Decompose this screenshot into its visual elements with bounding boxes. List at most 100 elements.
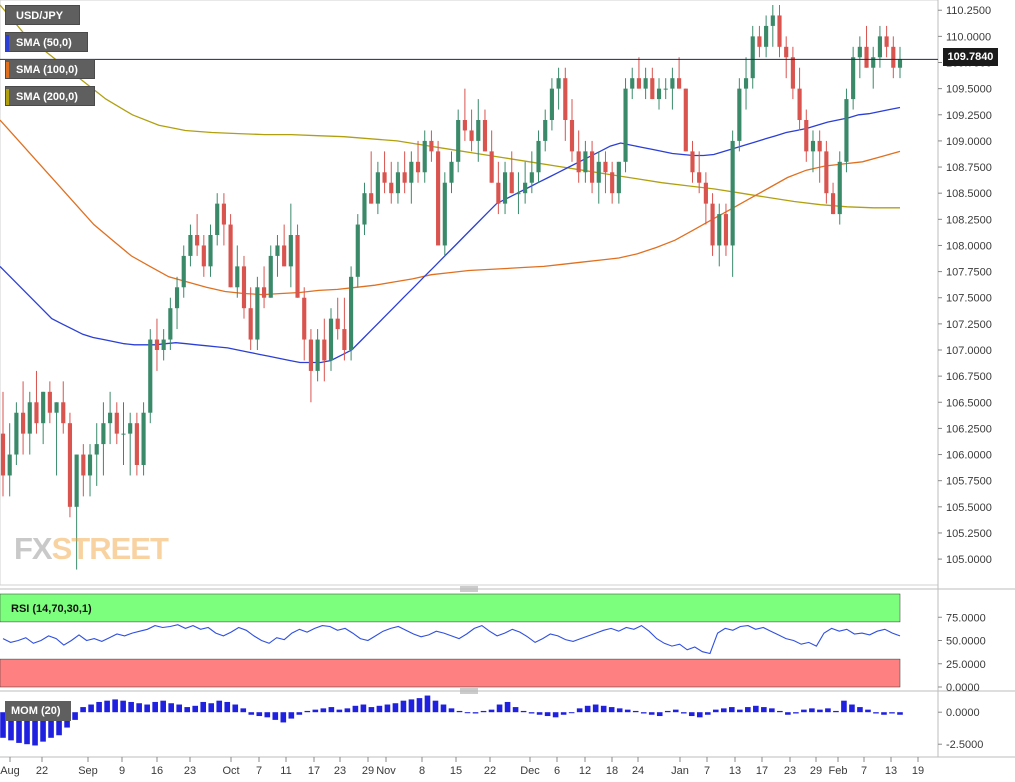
rsi-tick-label: 25.0000 bbox=[946, 659, 986, 671]
mom-bar bbox=[288, 712, 295, 719]
mom-bar bbox=[448, 708, 455, 713]
candle-body bbox=[67, 423, 73, 507]
mom-bar bbox=[488, 709, 495, 713]
y-tick-label: 110.0000 bbox=[946, 31, 991, 43]
candle-body bbox=[349, 276, 354, 350]
y-tick-label: 105.0000 bbox=[946, 554, 992, 566]
mom-bar bbox=[504, 701, 511, 713]
candle-body bbox=[864, 46, 869, 68]
mom-bar bbox=[865, 709, 871, 713]
candle-body bbox=[375, 172, 380, 204]
mom-bar bbox=[176, 704, 182, 713]
candle-body bbox=[221, 203, 226, 225]
x-tick-label: 19 bbox=[912, 765, 924, 777]
mom-bar bbox=[336, 709, 343, 713]
x-tick-label: 18 bbox=[606, 765, 618, 777]
candle-body bbox=[482, 120, 488, 152]
candle-body bbox=[509, 172, 514, 194]
candle-body bbox=[804, 120, 809, 152]
candle-body bbox=[656, 88, 662, 100]
candle-body bbox=[784, 46, 789, 58]
candle-body bbox=[429, 140, 434, 152]
mom-bar bbox=[664, 710, 671, 713]
main-pane bbox=[0, 0, 939, 586]
rsi-tick-label: 75.0000 bbox=[946, 612, 986, 624]
y-tick-label: 106.0000 bbox=[946, 450, 992, 462]
candle-body bbox=[315, 339, 320, 371]
candle-body bbox=[777, 15, 782, 47]
mom-bar bbox=[496, 704, 503, 713]
mom-bar bbox=[809, 708, 815, 713]
mom-bar bbox=[368, 707, 375, 713]
x-tick-label: 23 bbox=[784, 765, 796, 777]
mom-bar bbox=[873, 712, 879, 714]
x-tick-label: 24 bbox=[632, 765, 644, 777]
y-tick-label: 109.0000 bbox=[946, 136, 992, 148]
y-tick-label: 108.2500 bbox=[946, 214, 992, 226]
x-tick-label: 9 bbox=[119, 765, 125, 777]
candle-body bbox=[824, 151, 829, 194]
candle-body bbox=[563, 78, 568, 120]
mom-bar bbox=[144, 704, 150, 713]
sma200-swatch bbox=[6, 89, 9, 105]
mom-bar bbox=[208, 703, 215, 713]
legend-sma200[interactable]: SMA (200,0) bbox=[5, 86, 95, 106]
candle-body bbox=[308, 339, 314, 371]
candle-body bbox=[369, 193, 374, 204]
mom-bar bbox=[168, 703, 174, 713]
candle-body bbox=[141, 412, 146, 465]
candle-body bbox=[295, 235, 300, 298]
mom-bar bbox=[841, 700, 847, 713]
mom-bar bbox=[889, 712, 895, 714]
mom-bar bbox=[648, 712, 655, 715]
mom-bar bbox=[120, 700, 126, 713]
candle-body bbox=[248, 308, 253, 340]
candle-body bbox=[851, 57, 856, 100]
candle-body bbox=[41, 391, 46, 424]
mom-bar bbox=[472, 712, 479, 714]
x-tick-label: 7 bbox=[861, 765, 867, 777]
candle-body bbox=[623, 88, 628, 162]
mom-bar bbox=[352, 705, 359, 713]
candle-body bbox=[884, 36, 889, 47]
mom-bar bbox=[344, 708, 351, 713]
x-tick-label: 15 bbox=[450, 765, 462, 777]
mom-bar bbox=[48, 712, 54, 738]
candle-body bbox=[817, 140, 822, 152]
candle-body bbox=[288, 235, 293, 267]
candle-body bbox=[830, 193, 836, 215]
mom-bar bbox=[672, 709, 679, 713]
candle-body bbox=[630, 78, 635, 89]
mom-tick-label: 0.0000 bbox=[946, 707, 980, 719]
candle-body bbox=[422, 140, 427, 173]
mom-bar bbox=[264, 712, 271, 718]
mom-bar bbox=[785, 712, 791, 715]
mom-bar bbox=[688, 712, 695, 717]
legend-sma200-label: SMA (200,0) bbox=[16, 91, 78, 103]
candle-body bbox=[436, 151, 441, 246]
candle-body bbox=[181, 255, 186, 288]
legend-sma50[interactable]: SMA (50,0) bbox=[5, 32, 88, 52]
y-tick-label: 107.7500 bbox=[946, 267, 992, 279]
candle-body bbox=[576, 151, 581, 173]
mom-bar bbox=[248, 712, 255, 715]
y-tick-label: 110.2500 bbox=[946, 5, 991, 17]
mom-bar bbox=[632, 710, 639, 713]
mom-bar bbox=[96, 701, 102, 713]
candle-body bbox=[215, 203, 220, 235]
mom-bar bbox=[769, 708, 775, 713]
x-tick-label: 29 bbox=[810, 765, 822, 777]
mom-label[interactable]: MOM (20) bbox=[5, 701, 71, 721]
candle-body bbox=[61, 402, 66, 424]
symbol-label[interactable]: USD/JPY bbox=[5, 5, 80, 25]
candle-body bbox=[161, 339, 166, 350]
mom-bar bbox=[777, 710, 783, 713]
candle-body bbox=[228, 224, 233, 288]
rsi-label[interactable]: RSI (14,70,30,1) bbox=[11, 603, 92, 615]
mom-bar bbox=[424, 695, 431, 713]
legend-sma100[interactable]: SMA (100,0) bbox=[5, 59, 95, 79]
candle-body bbox=[636, 78, 642, 89]
candle-body bbox=[897, 59, 903, 68]
candle-body bbox=[583, 151, 588, 173]
candle-body bbox=[442, 182, 447, 246]
